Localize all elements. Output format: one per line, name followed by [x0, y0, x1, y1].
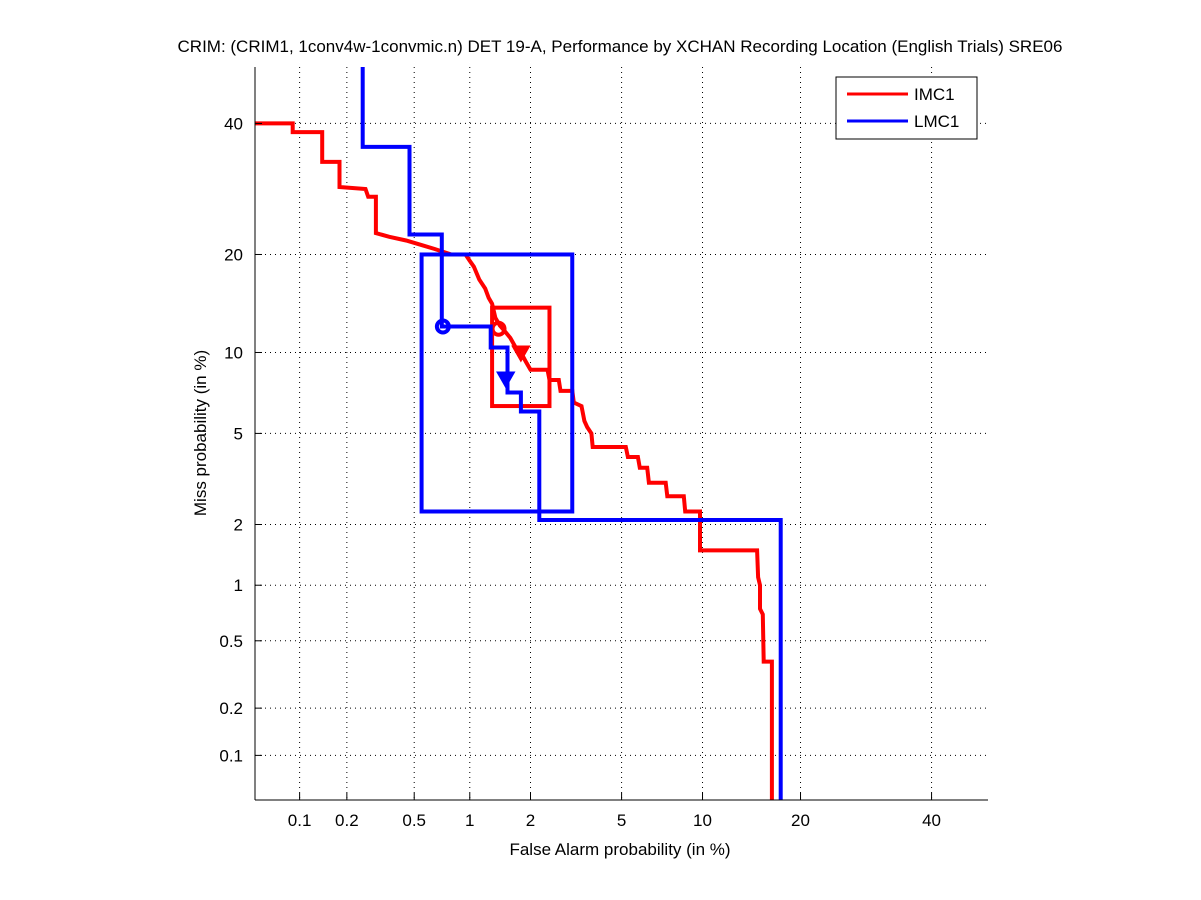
legend: IMC1 LMC1: [835, 76, 978, 140]
y-tick-label: 0.2: [219, 699, 243, 718]
x-axis-title: False Alarm probability (in %): [509, 840, 730, 859]
legend-box: [835, 76, 978, 140]
min-dcf-marker-lmc1: [496, 371, 516, 389]
x-tick-label: 0.1: [288, 811, 312, 830]
y-tick-label: 5: [234, 424, 243, 443]
y-tick-label: 10: [224, 343, 243, 362]
act-dcf-marker-lmc1: [434, 318, 451, 335]
x-tick-label: 10: [693, 811, 712, 830]
x-tick-label: 0.5: [402, 811, 426, 830]
y-tick-label: 20: [224, 245, 243, 264]
x-tick-label: 20: [791, 811, 810, 830]
y-tick-label: 40: [224, 114, 243, 133]
legend-label-lmc1: LMC1: [914, 112, 959, 131]
det-curve-imc1: [255, 121, 774, 800]
legend-label-imc1: IMC1: [914, 85, 955, 104]
x-tick-label: 1: [465, 811, 474, 830]
y-tick-label: 0.5: [219, 632, 243, 651]
y-tick-label: 0.1: [219, 746, 243, 765]
x-tick-label: 2: [526, 811, 535, 830]
series-layer: [255, 67, 783, 800]
grid: [255, 67, 988, 800]
x-tick-label: 5: [617, 811, 626, 830]
y-axis-title: Miss probability (in %): [191, 350, 210, 516]
det-curve-lmc1: [360, 67, 783, 800]
x-tick-label: 0.2: [335, 811, 359, 830]
y-tick-label: 2: [234, 515, 243, 534]
chart-title: CRIM: (CRIM1, 1conv4w-1convmic.n) DET 19…: [178, 37, 1063, 56]
x-tick-label: 40: [922, 811, 941, 830]
ticks: 0.1 0.2 0.5 1 2 5 10 20 40 0.1 0.2 0.5 1 2 5 10 20 40: [219, 114, 941, 830]
min-dcf-marker-imc1: [511, 345, 531, 363]
y-tick-label: 1: [234, 576, 243, 595]
confidence-box-lmc1: [419, 252, 575, 514]
